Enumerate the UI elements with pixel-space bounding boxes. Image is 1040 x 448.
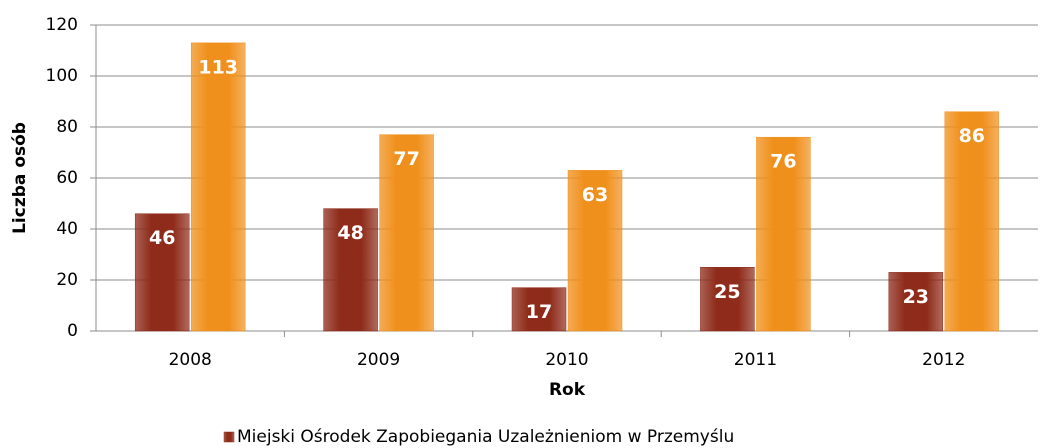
bar [944, 111, 1000, 332]
y-tick-label: 0 [67, 321, 78, 341]
value-label: 63 [582, 184, 608, 206]
value-label: 48 [337, 222, 363, 244]
value-label: 46 [149, 227, 175, 249]
bar [323, 208, 378, 332]
y-tick-label: 80 [56, 117, 78, 137]
value-label: 17 [526, 301, 552, 323]
x-tick-label: 2012 [922, 350, 965, 370]
y-tick-label: 100 [46, 66, 78, 86]
x-tick-label: 2011 [734, 350, 777, 370]
y-axis-title: Liczba osób [10, 122, 30, 234]
value-label: 76 [770, 151, 796, 173]
bar [511, 287, 567, 332]
value-label: 86 [959, 125, 985, 147]
bar [756, 136, 811, 332]
x-axis-title: Rok [549, 380, 586, 400]
y-tick-label: 20 [56, 270, 78, 290]
x-tick-label: 2008 [169, 350, 212, 370]
bar [700, 267, 755, 332]
bar [888, 272, 944, 332]
value-label: 113 [198, 56, 238, 78]
bar [134, 213, 190, 332]
value-label: 25 [714, 281, 740, 303]
value-label: 23 [903, 286, 929, 308]
y-tick-label: 120 [46, 15, 78, 35]
bar [567, 170, 623, 332]
bar [379, 134, 434, 332]
value-label: 77 [393, 148, 419, 170]
y-tick-label: 40 [56, 219, 78, 239]
bar [190, 42, 246, 332]
x-tick-label: 2010 [545, 350, 588, 370]
legend-label: Miejski Ośrodek Zapobiegania Uzależnieni… [237, 427, 734, 447]
x-tick-label: 2009 [357, 350, 400, 370]
y-tick-label: 60 [56, 168, 78, 188]
legend-marker [223, 431, 235, 443]
